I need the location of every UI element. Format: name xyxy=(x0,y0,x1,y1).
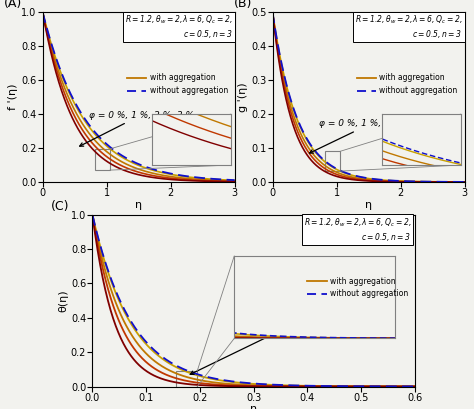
Legend: with aggregation, without aggregation: with aggregation, without aggregation xyxy=(124,70,231,98)
Text: φ = 0 %, 1 %, 2 %, 3 %: φ = 0 %, 1 %, 2 %, 3 % xyxy=(310,119,424,153)
X-axis label: η: η xyxy=(250,404,257,409)
Legend: with aggregation, without aggregation: with aggregation, without aggregation xyxy=(354,70,461,98)
X-axis label: η: η xyxy=(135,200,142,210)
Bar xyxy=(325,151,340,171)
Y-axis label: θ(η): θ(η) xyxy=(58,289,68,312)
Y-axis label: f '(η): f '(η) xyxy=(8,84,18,110)
Text: (B): (B) xyxy=(234,0,253,10)
X-axis label: η: η xyxy=(365,200,372,210)
Text: (C): (C) xyxy=(51,200,69,213)
Text: φ = 0 %, 1 %, 2 %, 3 %: φ = 0 %, 1 %, 2 %, 3 % xyxy=(190,323,340,374)
Bar xyxy=(95,149,110,170)
Text: $R=1.2, \theta_w=2, \lambda=6, Q_c=2,$
$c=0.5, n=3$: $R=1.2, \theta_w=2, \lambda=6, Q_c=2,$ $… xyxy=(304,216,411,243)
Bar xyxy=(176,371,197,387)
Text: (A): (A) xyxy=(4,0,23,10)
Text: $R=1.2, \theta_w=2, \lambda=6, Q_c=2,$
$c=0.5, n=3$: $R=1.2, \theta_w=2, \lambda=6, Q_c=2,$ $… xyxy=(125,14,233,40)
Text: φ = 0 %, 1 %, 2 %, 3 %: φ = 0 %, 1 %, 2 %, 3 % xyxy=(80,110,194,146)
Legend: with aggregation, without aggregation: with aggregation, without aggregation xyxy=(304,274,411,301)
Y-axis label: g '(η): g '(η) xyxy=(238,82,248,112)
Text: $R=1.2, \theta_w=2, \lambda=6, Q_c=2,$
$c=0.5, n=3$: $R=1.2, \theta_w=2, \lambda=6, Q_c=2,$ $… xyxy=(355,14,463,40)
